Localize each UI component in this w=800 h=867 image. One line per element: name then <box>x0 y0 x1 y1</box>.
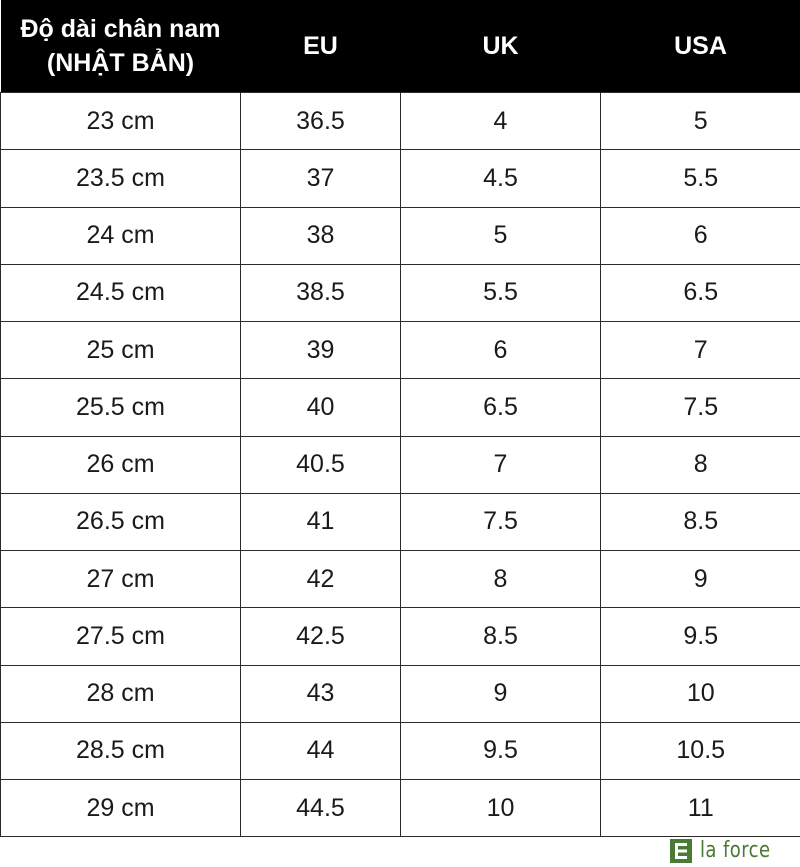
table-header: Độ dài chân nam (NHẬT BẢN) EU UK USA <box>0 0 800 93</box>
cell-usa: 7 <box>600 320 800 380</box>
table-row: 27.5 cm 42.5 8.5 9.5 <box>0 607 800 666</box>
brand-name: la force <box>700 838 771 863</box>
cell-usa: 5 <box>600 91 800 151</box>
cell-eu: 38 <box>240 206 401 265</box>
table-row: 25 cm 39 6 7 <box>0 320 800 380</box>
cell-foot-length: 26 cm <box>0 435 241 494</box>
table-row: 26 cm 40.5 7 8 <box>0 435 800 494</box>
header-foot-length-line1: Độ dài chân nam <box>20 15 221 43</box>
shoe-size-table: Độ dài chân nam (NHẬT BẢN) EU UK USA 23 … <box>0 0 800 838</box>
cell-eu: 38.5 <box>240 263 401 323</box>
cell-foot-length: 29 cm <box>0 778 241 838</box>
cell-uk: 7 <box>400 435 601 494</box>
cell-eu: 41 <box>240 492 401 552</box>
cell-usa: 8 <box>600 435 800 494</box>
cell-foot-length: 25.5 cm <box>0 378 241 437</box>
cell-uk: 4 <box>400 91 601 151</box>
cell-eu: 44.5 <box>240 778 401 838</box>
cell-eu: 43 <box>240 664 401 723</box>
table-row: 24 cm 38 5 6 <box>0 206 800 265</box>
table-row: 23.5 cm 37 4.5 5.5 <box>0 149 800 208</box>
cell-uk: 5 <box>400 206 601 265</box>
cell-uk: 8 <box>400 549 601 609</box>
cell-usa: 6.5 <box>600 263 800 323</box>
cell-usa: 11 <box>600 778 800 838</box>
header-foot-length-line2: (NHẬT BẢN) <box>46 49 195 77</box>
cell-usa: 7.5 <box>600 378 800 437</box>
cell-foot-length: 25 cm <box>0 320 241 380</box>
cell-foot-length: 27 cm <box>0 549 241 609</box>
cell-foot-length: 23 cm <box>0 91 241 151</box>
cell-usa: 9.5 <box>600 607 800 666</box>
cell-uk: 7.5 <box>400 492 601 552</box>
table-body: 23 cm 36.5 4 5 23.5 cm 37 4.5 5.5 24 cm 38 5 6 24.5 … <box>0 91 800 838</box>
cell-usa: 6 <box>600 206 800 265</box>
cell-uk: 9 <box>400 664 601 723</box>
cell-uk: 10 <box>400 778 601 838</box>
header-usa: USA <box>600 0 800 93</box>
cell-uk: 5.5 <box>400 263 601 323</box>
cell-uk: 9.5 <box>400 721 601 781</box>
header-uk: UK <box>400 0 601 93</box>
cell-uk: 8.5 <box>400 607 601 666</box>
cell-uk: 4.5 <box>400 149 601 208</box>
cell-foot-length: 28.5 cm <box>0 721 241 781</box>
la-force-logo-icon <box>670 838 693 863</box>
cell-usa: 10.5 <box>600 721 800 781</box>
cell-foot-length: 24 cm <box>0 206 241 265</box>
table-row: 24.5 cm 38.5 5.5 6.5 <box>0 263 800 323</box>
table-row: 28 cm 43 9 10 <box>0 664 800 723</box>
cell-eu: 37 <box>240 149 401 208</box>
table-row: 27 cm 42 8 9 <box>0 549 800 609</box>
cell-foot-length: 24.5 cm <box>0 263 241 323</box>
header-eu: EU <box>240 0 401 93</box>
cell-usa: 8.5 <box>600 492 800 552</box>
cell-eu: 36.5 <box>240 91 401 151</box>
cell-uk: 6 <box>400 320 601 380</box>
table-row: 29 cm 44.5 10 11 <box>0 778 800 838</box>
cell-eu: 39 <box>240 320 401 380</box>
table-row: 25.5 cm 40 6.5 7.5 <box>0 378 800 437</box>
table-row: 26.5 cm 41 7.5 8.5 <box>0 492 800 552</box>
cell-eu: 40 <box>240 378 401 437</box>
brand-watermark: la force <box>670 838 786 863</box>
cell-usa: 5.5 <box>600 149 800 208</box>
cell-usa: 10 <box>600 664 800 723</box>
cell-foot-length: 26.5 cm <box>0 492 241 552</box>
cell-eu: 40.5 <box>240 435 401 494</box>
cell-usa: 9 <box>600 549 800 609</box>
table-row: 23 cm 36.5 4 5 <box>0 91 800 151</box>
cell-eu: 42 <box>240 549 401 609</box>
cell-eu: 42.5 <box>240 607 401 666</box>
header-row: Độ dài chân nam (NHẬT BẢN) EU UK USA <box>0 0 800 93</box>
cell-uk: 6.5 <box>400 378 601 437</box>
table-row: 28.5 cm 44 9.5 10.5 <box>0 721 800 781</box>
cell-foot-length: 23.5 cm <box>0 149 241 208</box>
cell-foot-length: 28 cm <box>0 664 241 723</box>
header-foot-length: Độ dài chân nam (NHẬT BẢN) <box>0 0 241 93</box>
cell-foot-length: 27.5 cm <box>0 607 241 666</box>
cell-eu: 44 <box>240 721 401 781</box>
